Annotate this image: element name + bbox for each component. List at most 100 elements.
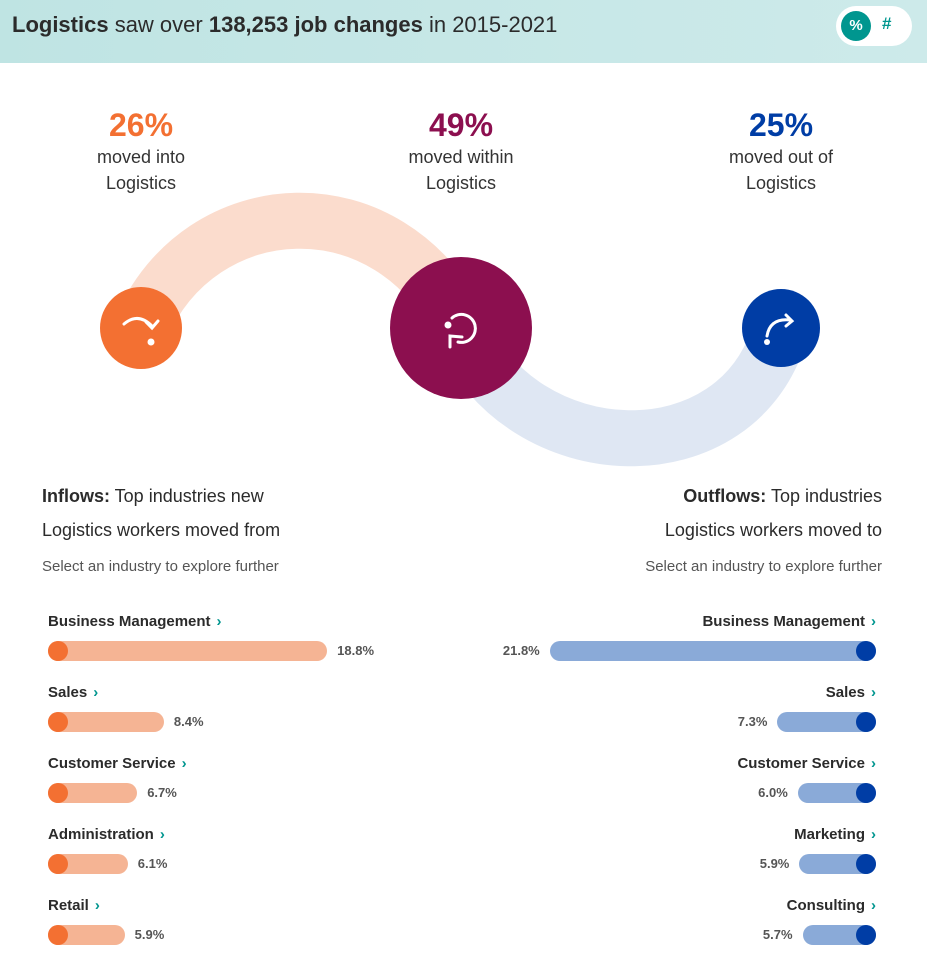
bar-value: 6.0% (758, 785, 788, 800)
bar-value: 18.8% (337, 643, 375, 658)
bar-dot (856, 641, 876, 661)
industry-label: Consulting (786, 897, 865, 914)
number-option[interactable]: # (882, 14, 892, 33)
industry-label: Marketing (794, 826, 865, 843)
chevron-right-icon: › (871, 755, 876, 772)
bar-dot (48, 783, 68, 803)
inflow-bar[interactable] (48, 783, 138, 803)
arrow-out-icon (765, 313, 795, 338)
outflows-heading-bold: Outflows: (683, 486, 767, 506)
outflow-bar[interactable] (549, 641, 876, 661)
outflows-item[interactable]: Business Management › 21.8% (438, 613, 878, 673)
page-title: Logistics saw over 138,253 job changes i… (12, 12, 557, 38)
inflows-heading-line2: Logistics workers moved from (42, 520, 281, 540)
bar-dot (856, 925, 876, 945)
outflows-item[interactable]: Sales › 7.3% (438, 684, 878, 744)
stat-within-percent: 49% (428, 107, 494, 143)
industry-label: Sales (825, 684, 865, 701)
industry-name[interactable]: Sales › (48, 684, 98, 701)
chevron-right-icon: › (94, 897, 100, 914)
inflows-item[interactable]: Business Management › 18.8% (48, 613, 488, 673)
stat-into-label: moved into (96, 147, 186, 167)
bar-dot (48, 712, 68, 732)
inflows-subtitle: Select an industry to explore further (42, 558, 279, 575)
stat-within: 49% moved within Logistics (361, 106, 561, 196)
inflows-item[interactable]: Customer Service › 6.7% (48, 755, 488, 815)
outflows-item[interactable]: Marketing › 5.9% (438, 826, 878, 886)
inflows-item[interactable]: Sales › 8.4% (48, 684, 488, 744)
chevron-right-icon: › (871, 826, 876, 843)
bar-value: 7.3% (737, 714, 768, 729)
industry-name[interactable]: Business Management › (48, 613, 222, 630)
industry-name[interactable]: Consulting › (787, 897, 876, 914)
industry-name[interactable]: Administration › (48, 826, 165, 843)
loop-arrow-icon (448, 312, 477, 349)
bar-value: 5.9% (759, 856, 790, 871)
stat-into: 26% moved into Logistics (41, 106, 241, 196)
inflows-heading-line1: Top industries new (110, 486, 264, 506)
bar-dot (856, 854, 876, 874)
outflow-circle (742, 289, 820, 367)
industry-name[interactable]: Sales › (826, 684, 876, 701)
chevron-right-icon: › (159, 826, 165, 843)
stat-within-label-2: Logistics (425, 173, 497, 193)
bar-dot (48, 854, 68, 874)
percent-number-toggle[interactable]: % # (836, 6, 912, 46)
inflow-bar[interactable] (48, 854, 128, 874)
chevron-right-icon: › (216, 613, 222, 630)
industry-name[interactable]: Customer Service › (737, 755, 876, 772)
industry-name[interactable]: Business Management › (702, 613, 876, 630)
title-count: 138,253 job changes (208, 12, 423, 37)
bar-value: 6.7% (147, 785, 177, 800)
bar-value: 5.9% (134, 927, 165, 942)
outflows-item[interactable]: Consulting › 5.7% (438, 897, 878, 957)
chevron-right-icon: › (181, 755, 187, 772)
industry-name[interactable]: Retail › (48, 897, 100, 914)
header: Logistics saw over 138,253 job changes i… (0, 0, 927, 63)
industry-name[interactable]: Marketing › (794, 826, 876, 843)
outflows-subtitle: Select an industry to explore further (645, 558, 882, 575)
stat-into-percent: 26% (108, 107, 174, 143)
bar-dot (48, 925, 68, 945)
outflows-item[interactable]: Customer Service › 6.0% (438, 755, 878, 815)
industry-label: Customer Service (48, 755, 176, 772)
inflows-item[interactable]: Administration › 6.1% (48, 826, 488, 886)
industry-label: Customer Service (737, 755, 865, 772)
arrow-into-icon (122, 317, 160, 331)
stat-into-label-2: Logistics (105, 173, 177, 193)
title-industry: Logistics (12, 12, 109, 37)
bar-dot (856, 783, 876, 803)
chevron-right-icon: › (871, 684, 876, 701)
inflow-bar[interactable] (48, 641, 328, 661)
industry-label: Retail (48, 897, 89, 914)
inflow-circle (100, 287, 182, 369)
industry-name[interactable]: Customer Service › (48, 755, 187, 772)
within-circle (390, 257, 532, 399)
title-text: saw over (108, 12, 209, 37)
stat-out-label-2: Logistics (745, 173, 817, 193)
outflows-heading-line2: Logistics workers moved to (664, 520, 882, 540)
bar-value: 5.7% (762, 927, 793, 942)
title-period: in 2015-2021 (422, 12, 558, 37)
chevron-right-icon: › (871, 613, 876, 630)
stat-out-percent: 25% (748, 107, 814, 143)
inflows-item[interactable]: Retail › 5.9% (48, 897, 488, 957)
flow-diagram (100, 192, 820, 467)
inflow-bar[interactable] (48, 712, 164, 732)
bar-dot (856, 712, 876, 732)
industry-label: Business Management (702, 613, 865, 630)
industry-label: Sales (48, 684, 88, 701)
bar-value: 6.1% (137, 856, 168, 871)
outflows-heading: Outflows: Top industries Logistics worke… (665, 479, 882, 547)
bar-value: 21.8% (502, 643, 540, 658)
outflows-heading-line1: Top industries (766, 486, 882, 506)
industry-label: Business Management (48, 613, 211, 630)
stat-out: 25% moved out of Logistics (681, 106, 881, 196)
chevron-right-icon: › (93, 684, 99, 701)
chevron-right-icon: › (871, 897, 876, 914)
percent-option[interactable]: % (841, 11, 871, 41)
bar-value: 8.4% (173, 714, 204, 729)
inflows-heading: Inflows: Top industries new Logistics wo… (42, 479, 280, 547)
inflows-heading-bold: Inflows: (42, 486, 110, 506)
outflow-bar[interactable] (777, 712, 876, 732)
